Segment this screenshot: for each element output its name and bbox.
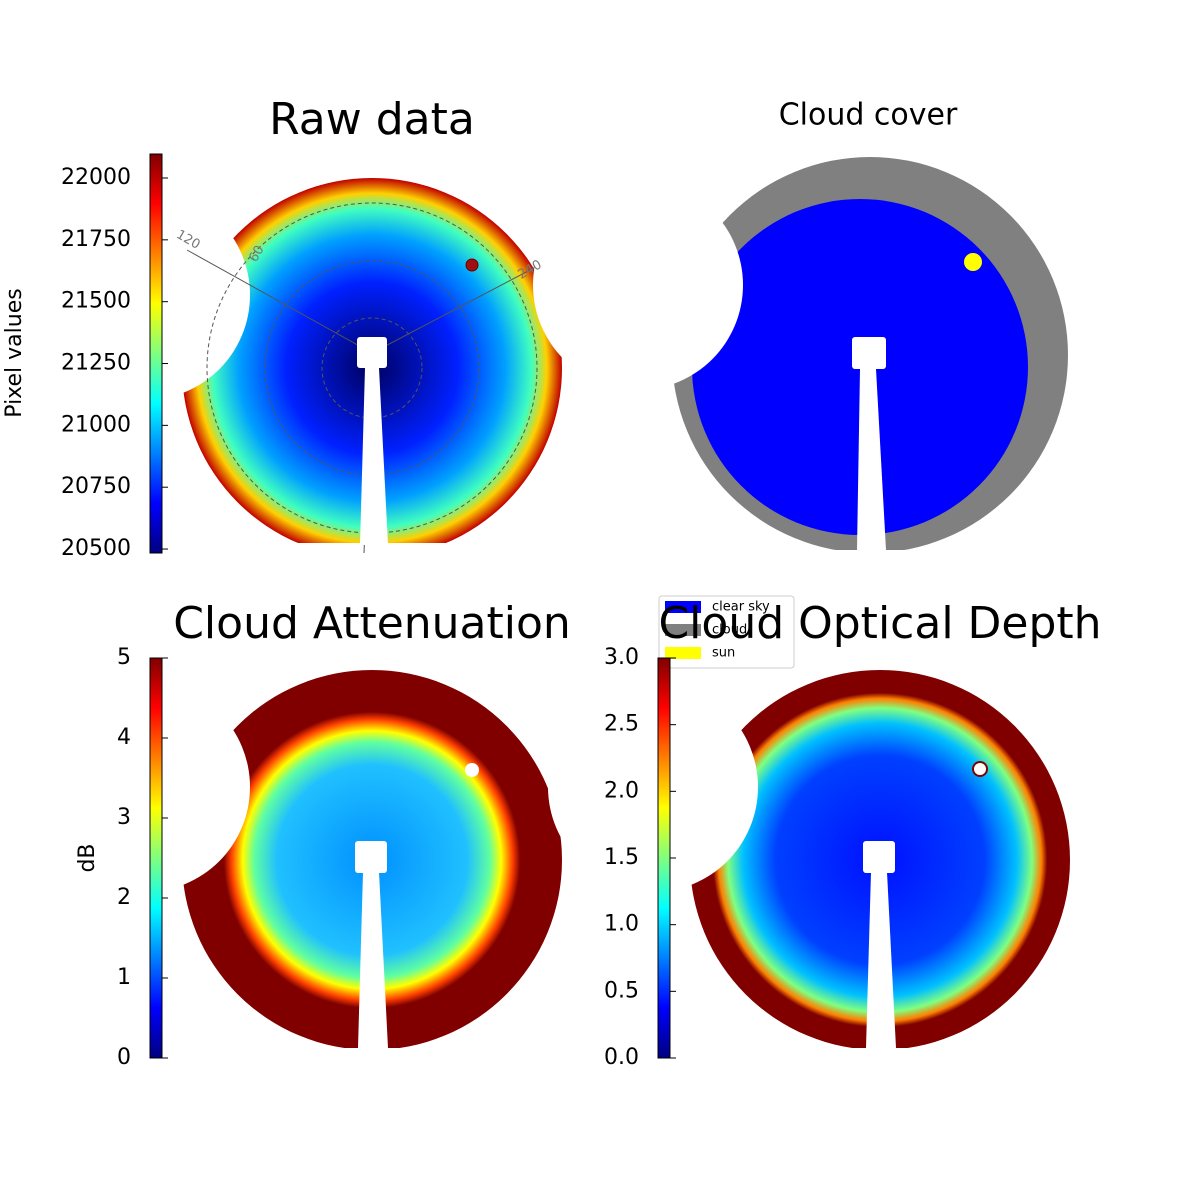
optical-depth-image xyxy=(548,670,1070,1068)
legend-label: sun xyxy=(712,646,735,661)
colorbar xyxy=(149,153,163,554)
colorbar-tick-label: 21750 xyxy=(61,227,131,252)
colorbar-tick-label: 20750 xyxy=(61,474,131,499)
legend-patch xyxy=(665,647,701,659)
colorbar-label: dB xyxy=(75,843,100,872)
colorbar-tick-label: 5 xyxy=(117,645,131,670)
panel-title: Cloud Optical Depth xyxy=(658,598,1101,649)
colorbar-tick-label: 3 xyxy=(117,805,131,830)
colorbar-tick-label: 21250 xyxy=(61,351,131,376)
colorbar-tick-label: 2.5 xyxy=(604,712,639,737)
cloud-cover-image xyxy=(533,157,1070,570)
colorbar-tick-label: 2.0 xyxy=(604,778,639,803)
polar-annotation: 60 xyxy=(246,243,267,265)
legend-patch xyxy=(665,624,701,636)
colorbar-tick-label: 20500 xyxy=(61,536,131,561)
colorbar-tick-label: 0.5 xyxy=(604,978,639,1003)
colorbar-tick-label: 3.0 xyxy=(604,645,639,670)
colorbar-tick-label: 21500 xyxy=(61,289,131,314)
attenuation-image xyxy=(40,670,562,1068)
colorbar-tick-label: 21000 xyxy=(61,412,131,437)
colorbar-tick-label: 0 xyxy=(117,1045,131,1070)
colorbar-tick-label: 1 xyxy=(117,965,131,990)
colorbar-tick-label: 0.0 xyxy=(604,1045,639,1070)
colorbar-tick-label: 1.0 xyxy=(604,912,639,937)
panel-title: Cloud cover xyxy=(779,98,958,133)
colorbar-tick-label: 22000 xyxy=(61,165,131,190)
raw-image xyxy=(40,178,573,573)
legend-patch xyxy=(665,601,701,613)
colorbar xyxy=(149,657,163,1059)
panel-title: Raw data xyxy=(269,94,475,145)
panel-title: Cloud Attenuation xyxy=(173,598,571,649)
colorbar-tick-label: 1.5 xyxy=(604,845,639,870)
colorbar xyxy=(657,657,671,1059)
colorbar-tick-label: 4 xyxy=(117,725,131,750)
legend-label: cloud xyxy=(712,623,747,638)
colorbar-tick-label: 2 xyxy=(117,885,131,910)
colorbar-label: Pixel values xyxy=(2,288,27,417)
legend-label: clear sky xyxy=(712,600,770,615)
